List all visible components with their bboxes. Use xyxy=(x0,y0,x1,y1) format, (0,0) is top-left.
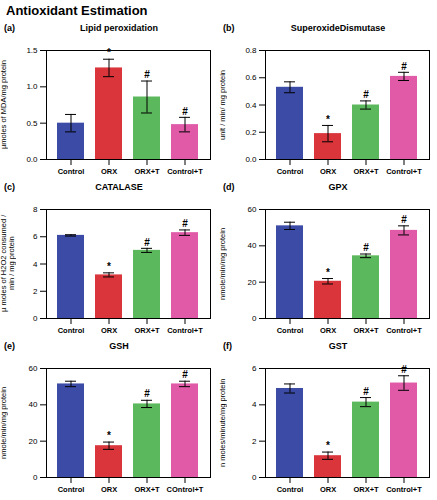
svg-text:60: 60 xyxy=(248,205,257,214)
svg-text:ORX: ORX xyxy=(320,485,336,494)
svg-text:ORX+T: ORX+T xyxy=(134,326,160,335)
svg-text:0.0: 0.0 xyxy=(26,155,38,164)
svg-text:0.8: 0.8 xyxy=(245,46,257,55)
html-text:SuperoxideDismutase: SuperoxideDismutase xyxy=(290,23,386,33)
svg-text:ORX: ORX xyxy=(101,485,117,494)
svg-text:0.4: 0.4 xyxy=(245,101,257,110)
svg-text:Control: Control xyxy=(277,167,304,176)
svg-text:2: 2 xyxy=(33,287,38,296)
svg-text:COntrol+T: COntrol+T xyxy=(167,485,204,494)
svg-text:40: 40 xyxy=(248,241,257,250)
html-text:(b): (b) xyxy=(223,23,235,33)
svg-text:Control: Control xyxy=(58,326,85,335)
html-text:(a): (a) xyxy=(4,23,15,33)
svg-text:0: 0 xyxy=(252,473,257,482)
svg-text:ORX+T: ORX+T xyxy=(353,167,379,176)
svg-text:Control: Control xyxy=(58,485,85,494)
html-text:nmole/min/mg protein: nmole/min/mg protein xyxy=(0,386,8,459)
svg-text:6: 6 xyxy=(252,364,257,373)
html-text:µ moles of H2O2 consumed / min: µ moles of H2O2 consumed / min / mg prot… xyxy=(0,214,16,313)
svg-text:*: * xyxy=(107,261,111,272)
svg-text:ORX+T: ORX+T xyxy=(134,167,160,176)
svg-text:#: # xyxy=(144,388,150,399)
svg-text:Control+T: Control+T xyxy=(167,167,203,176)
svg-text:*: * xyxy=(326,114,330,125)
svg-text:ORX+T: ORX+T xyxy=(353,326,379,335)
svg-text:ORX: ORX xyxy=(320,167,336,176)
html-text:(e): (e) xyxy=(4,341,15,351)
html-text:(f): (f) xyxy=(223,341,232,351)
svg-text:Control: Control xyxy=(277,326,304,335)
svg-text:*: * xyxy=(107,47,111,58)
svg-text:Control+T: Control+T xyxy=(386,167,422,176)
svg-text:#: # xyxy=(182,106,188,117)
html-text:Lipid peroxidation: Lipid peroxidation xyxy=(80,23,158,33)
svg-text:6: 6 xyxy=(33,232,38,241)
svg-text:4: 4 xyxy=(252,400,257,409)
svg-text:ORX+T: ORX+T xyxy=(134,485,160,494)
svg-text:Control: Control xyxy=(277,485,304,494)
svg-text:#: # xyxy=(401,61,407,72)
svg-text:1.0: 1.0 xyxy=(26,82,38,91)
svg-text:#: # xyxy=(144,237,150,248)
html-text:Antioxidant Estimation: Antioxidant Estimation xyxy=(6,3,148,18)
svg-text:ORX: ORX xyxy=(101,167,117,176)
svg-text:*: * xyxy=(326,440,330,451)
html-text:(c): (c) xyxy=(4,182,15,192)
svg-text:0.2: 0.2 xyxy=(245,128,257,137)
html-text:n moles/minute/mg protein: n moles/minute/mg protein xyxy=(218,378,227,467)
svg-text:0: 0 xyxy=(33,314,38,323)
svg-text:#: # xyxy=(401,214,407,225)
html-text:GST: GST xyxy=(328,341,348,351)
svg-text:#: # xyxy=(182,218,188,229)
html-text:µmoles of MDA/mg protein: µmoles of MDA/mg protein xyxy=(0,60,8,149)
svg-text:60: 60 xyxy=(29,364,38,373)
svg-text:Control+T: Control+T xyxy=(167,326,203,335)
svg-text:#: # xyxy=(182,369,188,380)
svg-text:0.5: 0.5 xyxy=(26,119,38,128)
svg-text:ORX: ORX xyxy=(101,326,117,335)
svg-text:#: # xyxy=(144,69,150,80)
html-text:CATALASE: CATALASE xyxy=(95,182,143,192)
svg-text:*: * xyxy=(107,430,111,441)
html-text:GSH: GSH xyxy=(109,341,129,351)
svg-text:#: # xyxy=(401,364,407,375)
html-text:nmole/min/mg protein: nmole/min/mg protein xyxy=(218,227,227,300)
svg-text:4: 4 xyxy=(33,260,38,269)
svg-text:Control: Control xyxy=(58,167,85,176)
svg-text:#: # xyxy=(363,386,369,397)
svg-text:0.6: 0.6 xyxy=(245,73,257,82)
svg-text:Control+T: Control+T xyxy=(386,485,422,494)
html-text:GPX: GPX xyxy=(328,182,348,192)
svg-text:2: 2 xyxy=(252,437,257,446)
svg-text:ORX+T: ORX+T xyxy=(353,485,379,494)
svg-text:20: 20 xyxy=(29,437,38,446)
svg-text:#: # xyxy=(363,242,369,253)
svg-text:20: 20 xyxy=(248,278,257,287)
svg-text:ORX: ORX xyxy=(320,326,336,335)
svg-text:0: 0 xyxy=(33,473,38,482)
svg-text:40: 40 xyxy=(29,400,38,409)
svg-text:#: # xyxy=(363,89,369,100)
svg-text:0: 0 xyxy=(252,314,257,323)
html-text:unit / min/ mg protein: unit / min/ mg protein xyxy=(218,69,227,140)
svg-text:0.0: 0.0 xyxy=(245,155,257,164)
svg-text:Control+T: Control+T xyxy=(386,326,422,335)
svg-text:8: 8 xyxy=(33,205,38,214)
svg-text:*: * xyxy=(326,267,330,278)
svg-text:1.5: 1.5 xyxy=(26,46,38,55)
html-text:(d): (d) xyxy=(223,182,235,192)
